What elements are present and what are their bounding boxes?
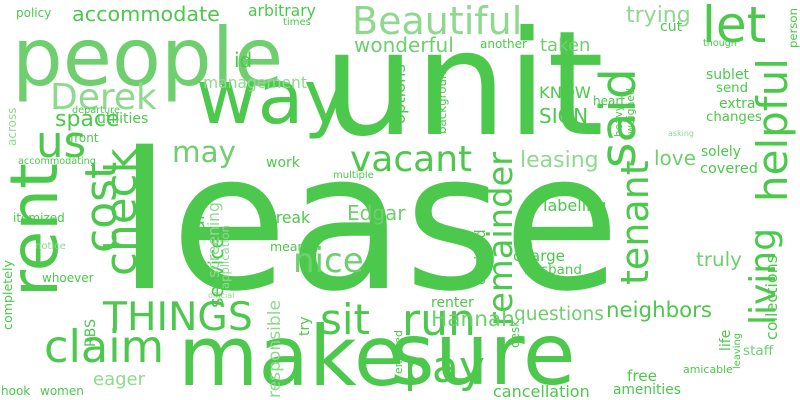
cloud-word-lease: lease <box>118 112 620 333</box>
cloud-word-weighed: weighed <box>624 88 637 134</box>
cloud-word-amicable: amicable <box>683 363 733 376</box>
cloud-word-notice: notice <box>35 241 66 252</box>
cloud-word-accommodating: accommodating <box>18 156 96 167</box>
cloud-word-wonderful: wonderful <box>354 33 454 57</box>
cloud-word-completely: completely <box>0 260 15 330</box>
cloud-word-policy: policy <box>16 6 52 20</box>
cloud-word-leaving: leaving <box>732 333 743 369</box>
cloud-word-itemized: itemized <box>13 211 65 225</box>
cloud-word-claim: claim <box>44 321 165 373</box>
cloud-word-let: let <box>702 0 767 54</box>
cloud-word-tenant: tenant <box>613 160 657 285</box>
cloud-word-free: free <box>627 367 658 385</box>
cloud-word-responsible: responsible <box>265 300 285 398</box>
cloud-word-cancellation: cancellation <box>493 382 590 400</box>
cloud-word-emailed: emailed <box>392 330 405 374</box>
cloud-word-send: send <box>716 81 749 96</box>
cloud-word-women: women <box>40 384 84 398</box>
cloud-word-official: official <box>208 291 235 300</box>
cloud-word-id: id <box>234 48 253 72</box>
cloud-word-arbitrary: arbitrary <box>248 2 316 20</box>
cloud-word-collections: collections <box>762 254 781 340</box>
cloud-word-may: may <box>172 135 236 169</box>
cloud-word-though: though <box>703 38 737 49</box>
cloud-word-heart: heart <box>593 94 625 108</box>
cloud-word-leasing: leasing <box>520 148 599 173</box>
cloud-word-front: front <box>70 131 99 145</box>
cloud-word-heavy: heavy <box>613 105 625 137</box>
cloud-word-across: across <box>5 107 19 146</box>
cloud-word-covered: covered <box>700 161 758 177</box>
cloud-word-background: background <box>435 64 449 134</box>
cloud-word-decided: decided <box>473 229 489 285</box>
cloud-word-times: times <box>283 17 311 28</box>
cloud-word-asking: asking <box>668 129 694 138</box>
cloud-word-beautiful: Beautiful <box>352 0 523 43</box>
cloud-word-management: management <box>203 74 307 92</box>
cloud-word-derek: Derek <box>50 77 157 118</box>
cloud-word-amenities: amenities <box>613 382 681 398</box>
cloud-word-vacant: vacant <box>350 139 473 180</box>
cloud-word-unit: unit <box>323 0 604 169</box>
cloud-word-solely: solely <box>701 144 741 160</box>
cloud-word-check: check <box>96 148 147 276</box>
cloud-word-options: options <box>390 64 409 124</box>
cloud-word-staff: staff <box>743 343 774 359</box>
cloud-word-taken: taken <box>540 35 591 56</box>
cloud-word-husband: husband <box>524 262 582 278</box>
cloud-word-space: space <box>55 107 120 132</box>
cloud-word-hannah: Hannah <box>431 307 515 332</box>
cloud-word-things: THINGS <box>103 295 253 340</box>
cloud-word-means: means <box>270 239 312 254</box>
cloud-word-accommodate: accommodate <box>72 2 220 26</box>
cloud-word-hook: hook <box>1 384 31 398</box>
cloud-word-love: love <box>654 146 696 170</box>
cloud-word-renter: renter <box>431 295 474 311</box>
cloud-word-rbs: RBS <box>83 319 99 347</box>
cloud-word-people: people <box>12 11 284 104</box>
cloud-word-sit: sit <box>320 295 371 344</box>
cloud-word-whoever: whoever <box>42 271 94 285</box>
cloud-word-pay: pay <box>404 342 485 393</box>
cloud-word-edgar: Edgar <box>347 201 406 225</box>
cloud-word-make: make <box>178 309 405 400</box>
cloud-word-run: run <box>402 295 476 346</box>
cloud-word-remainder: remainder <box>481 151 520 326</box>
cloud-word-person: person <box>786 8 800 48</box>
cloud-word-desk: desk <box>508 319 522 348</box>
cloud-word-know: KNOW <box>539 83 591 102</box>
cloud-word-us: us <box>36 118 87 168</box>
cloud-word-way: way <box>196 53 349 141</box>
cloud-word-sign: SIGN <box>539 104 589 128</box>
cloud-word-another: another <box>480 37 527 51</box>
cloud-word-application: application <box>218 225 232 289</box>
cloud-word-sublet: sublet <box>706 67 750 83</box>
cloud-word-extra: extra <box>719 96 756 112</box>
cloud-word-truly: truly <box>696 248 742 271</box>
cloud-word-sure: sure <box>390 305 576 400</box>
cloud-word-life: life <box>718 329 734 351</box>
cloud-word-trying: trying <box>626 3 691 28</box>
cloud-word-departure: departure <box>72 105 120 116</box>
cloud-word-changes: changes <box>706 110 762 125</box>
cloud-word-cut: cut <box>660 19 683 35</box>
cloud-word-questions: questions <box>514 304 604 325</box>
cloud-word-multiple: multiple <box>333 170 374 181</box>
cloud-word-break: break <box>266 209 310 227</box>
cloud-word-eager: eager <box>93 369 146 390</box>
cloud-word-work: work <box>266 155 300 171</box>
cloud-word-try: try <box>297 316 313 336</box>
cloud-word-nice: nice <box>293 241 364 281</box>
cloud-word-helpful: helpful <box>748 58 797 202</box>
cloud-word-utilities: utilities <box>97 111 149 127</box>
cloud-word-labeling: labeling <box>543 196 607 215</box>
cloud-word-neighbors: neighbors <box>606 298 713 323</box>
cloud-word-charge: charge <box>513 247 565 265</box>
